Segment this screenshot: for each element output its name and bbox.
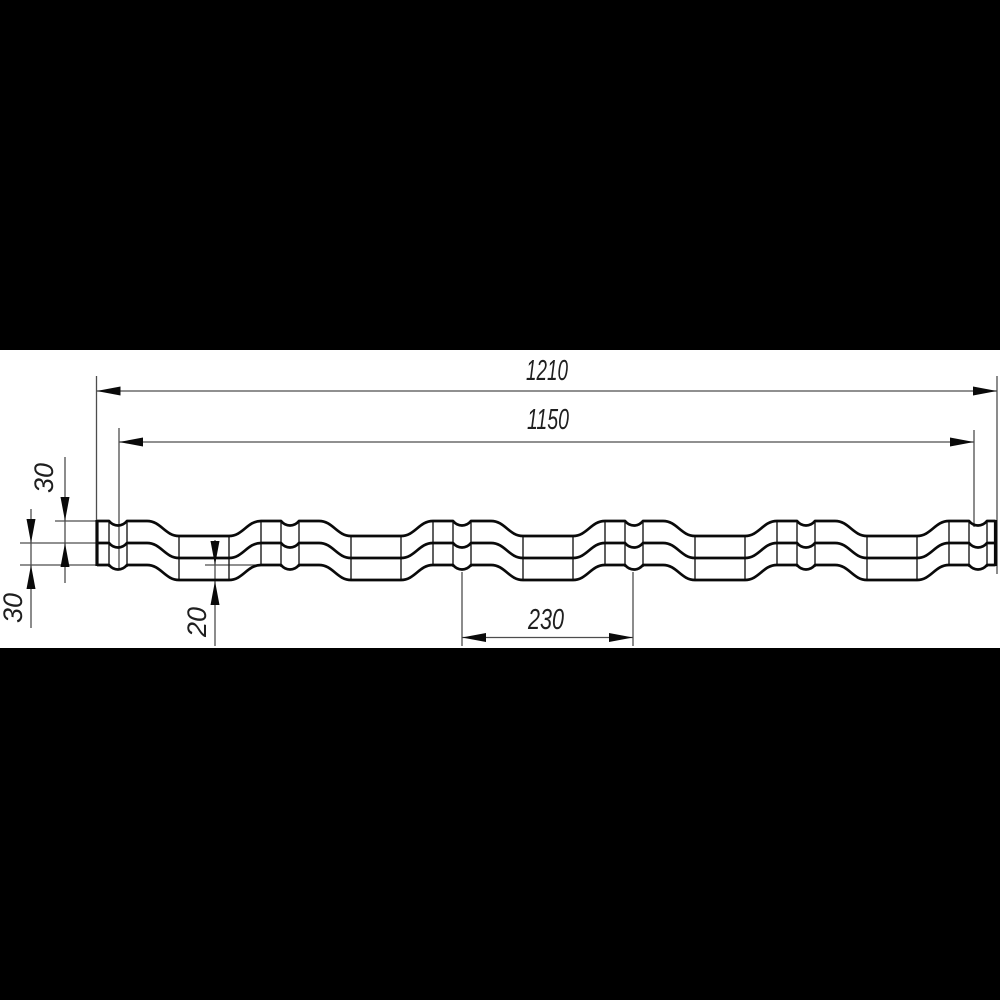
dimension-arrowhead — [26, 565, 36, 589]
letterbox-bottom — [0, 648, 1000, 1000]
dimension-arrowhead — [60, 543, 70, 567]
dim-label-wave-height-upper: 30 — [29, 463, 59, 493]
drawing-paper — [0, 350, 1000, 648]
profile-outline — [97, 519, 996, 582]
dimension-arrowhead — [60, 497, 70, 521]
dimension-arrowhead — [119, 437, 143, 447]
dim-label-effective-width: 1150 — [527, 404, 569, 436]
profile-surface-line — [97, 563, 996, 582]
dimension-arrowhead — [96, 386, 121, 396]
dimension-arrowhead — [950, 437, 974, 447]
profile-surface-line — [97, 541, 996, 560]
dim-label-overall-width: 1210 — [526, 355, 568, 387]
dim-label-wave-pitch: 230 — [527, 604, 564, 636]
dimension-arrowhead — [462, 633, 486, 642]
dimension-arrowhead — [609, 633, 633, 642]
dimension-arrowhead — [210, 541, 220, 565]
dimension-arrowhead — [973, 386, 997, 396]
dim-label-wave-height-lower: 30 — [0, 593, 28, 623]
letterbox-top — [0, 0, 1000, 350]
sheet-cut-edges — [95, 520, 998, 566]
dim-label-step-height: 20 — [182, 607, 212, 638]
dimension-arrowhead — [26, 519, 36, 543]
dimension-arrowhead — [210, 581, 220, 605]
dimension-arrowheads — [26, 386, 997, 642]
profile-surface-line — [97, 519, 996, 538]
